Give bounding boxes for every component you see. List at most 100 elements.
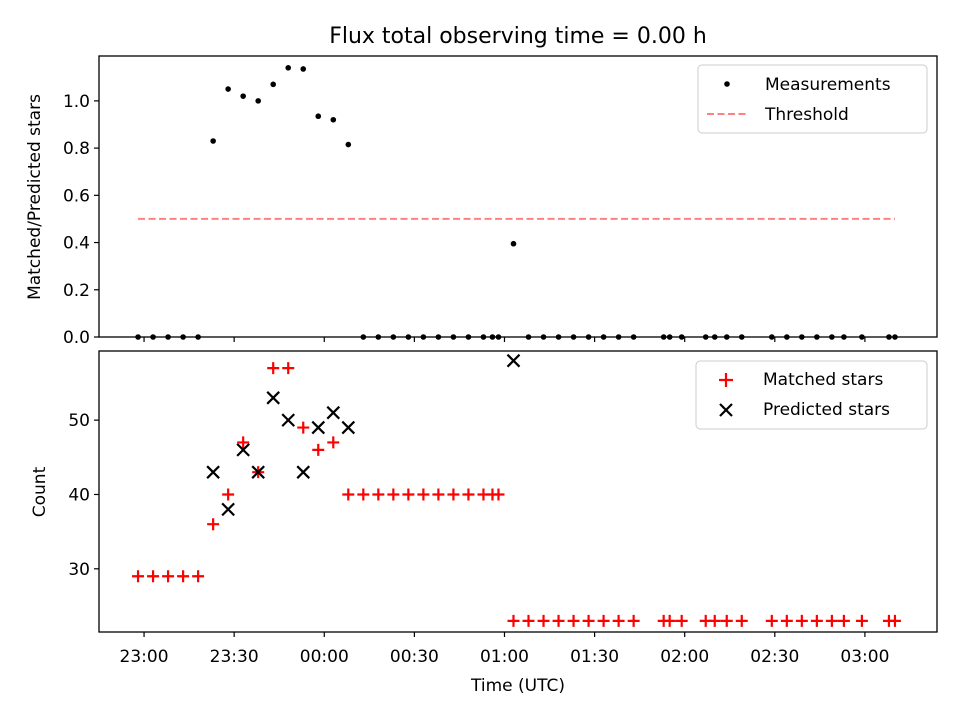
legend-measurements-marker <box>724 81 730 87</box>
predicted-star-point <box>341 420 356 435</box>
matched-star-point <box>708 614 721 627</box>
legend-measurements-label: Measurements <box>765 75 891 95</box>
matched-star-point <box>567 614 580 627</box>
matched-star-point <box>720 614 733 627</box>
top-y-ticks: 0.0 0.2 0.4 0.6 0.8 1.0 <box>63 92 99 348</box>
matched-star-point <box>492 488 505 501</box>
bottom-panel: 30 40 50 23:00 23:30 00:00 00:30 01:00 01:30 02:… <box>30 350 938 696</box>
matched-star-point <box>795 614 808 627</box>
top-legend: Measurements Threshold <box>697 64 928 134</box>
bottom-y-ticks: 30 40 50 <box>68 411 99 580</box>
matched-star-point <box>417 488 430 501</box>
top-x-ticks <box>143 337 866 342</box>
top-y-tick-label: 0.4 <box>63 234 90 254</box>
matched-star-point <box>327 436 340 449</box>
matched-star-point <box>825 614 838 627</box>
top-legend-box <box>697 64 928 134</box>
bottom-x-tick-label: 00:00 <box>300 647 349 667</box>
legend-threshold-label: Threshold <box>764 105 849 125</box>
x-axis-label: Time (UTC) <box>470 676 565 696</box>
bottom-x-tick-label: 00:30 <box>390 647 439 667</box>
predicted-star-point <box>266 391 280 405</box>
predicted-star-point <box>281 413 296 427</box>
top-y-tick-label: 0.8 <box>63 139 90 159</box>
bottom-y-axis-label: Count <box>30 466 50 517</box>
predicted-star-point <box>296 465 311 479</box>
bottom-x-tick-label: 02:30 <box>750 647 799 667</box>
measurement-point <box>240 93 246 99</box>
matched-star-point <box>162 570 175 583</box>
measurement-point <box>285 65 292 71</box>
matched-star-point <box>675 614 688 627</box>
matched-star-point <box>837 614 850 627</box>
matched-star-point <box>888 614 901 627</box>
predicted-star-point <box>311 420 326 435</box>
bottom-legend-box <box>695 360 928 430</box>
matched-star-point <box>222 488 235 501</box>
matched-star-point <box>735 614 748 627</box>
bottom-axes-frame <box>98 350 938 633</box>
matched-star-point <box>132 570 145 583</box>
top-y-tick-label: 0.2 <box>63 281 90 301</box>
matched-star-point <box>462 488 475 501</box>
bottom-x-tick-label: 01:00 <box>480 647 529 667</box>
measurement-point <box>210 138 216 144</box>
matched-star-point <box>522 614 535 627</box>
matched-star-point <box>372 488 385 501</box>
bottom-points-layer <box>132 353 901 627</box>
matched-star-point <box>192 570 205 583</box>
legend-predicted-label: Predicted stars <box>763 400 890 420</box>
top-points-layer <box>135 65 898 340</box>
matched-star-point <box>342 488 355 501</box>
measurement-point <box>330 116 337 123</box>
matched-star-point <box>147 570 160 583</box>
matched-star-point <box>297 421 310 434</box>
bottom-x-ticks: 23:00 23:30 00:00 00:30 01:00 01:30 02:00 02:30… <box>120 632 889 667</box>
top-y-tick-label: 0.6 <box>63 186 90 206</box>
legend-matched-marker <box>719 373 733 387</box>
matched-star-point <box>432 488 445 501</box>
matched-star-point <box>447 488 460 501</box>
matched-star-point <box>387 488 400 501</box>
bottom-x-tick-label: 23:00 <box>120 647 169 667</box>
matched-star-point <box>627 614 640 627</box>
predicted-star-point <box>506 353 521 368</box>
matched-star-point <box>663 614 676 627</box>
measurement-point <box>315 113 322 120</box>
predicted-star-point <box>236 443 250 457</box>
matched-star-point <box>765 614 778 627</box>
bottom-legend: Matched stars Predicted stars <box>695 360 928 430</box>
measurement-point <box>255 98 261 104</box>
measurement-point <box>345 141 352 148</box>
matched-star-point <box>177 570 190 583</box>
matched-star-point <box>582 614 595 627</box>
predicted-star-point <box>251 465 265 479</box>
matched-star-point <box>312 443 325 456</box>
matched-star-point <box>237 436 250 449</box>
matched-star-point <box>537 614 550 627</box>
measurement-point <box>300 66 307 72</box>
bottom-y-tick-label: 40 <box>68 485 90 505</box>
top-panel: 0.0 0.2 0.4 0.6 0.8 1.0 Matched/Predicted sta… <box>25 55 938 348</box>
matched-star-point <box>357 488 370 501</box>
bottom-x-tick-label: 02:00 <box>660 647 709 667</box>
measurement-point <box>510 240 517 247</box>
bottom-x-tick-label: 23:30 <box>210 647 259 667</box>
predicted-star-point <box>206 465 220 479</box>
matched-star-point <box>507 614 520 627</box>
matched-star-point <box>597 614 610 627</box>
matched-star-point <box>402 488 415 501</box>
matched-star-point <box>855 614 868 627</box>
bottom-x-tick-label: 03:00 <box>840 647 889 667</box>
legend-matched-label: Matched stars <box>763 370 883 390</box>
predicted-star-point <box>326 405 341 420</box>
matched-star-point <box>207 518 220 531</box>
matched-star-point <box>267 362 280 375</box>
top-y-tick-label: 0.0 <box>63 328 90 348</box>
measurement-point <box>270 81 277 88</box>
matched-star-point <box>612 614 625 627</box>
bottom-y-tick-label: 30 <box>68 560 90 580</box>
matched-star-point <box>282 362 295 375</box>
matched-star-point <box>780 614 793 627</box>
